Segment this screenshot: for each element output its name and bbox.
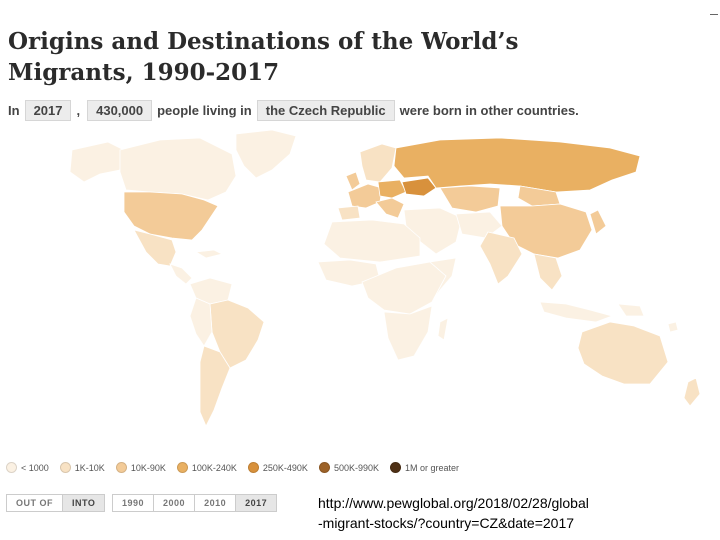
country-kazakhstan[interactable] <box>439 185 501 213</box>
legend-label: 250K-490K <box>262 462 308 473</box>
legend-item: < 1000 <box>6 462 49 473</box>
country-madagascar[interactable] <box>437 317 449 341</box>
country-korea-japan[interactable] <box>589 209 607 235</box>
source-url: http://www.pewglobal.org/2018/02/28/glob… <box>318 493 718 533</box>
year-2000-button[interactable]: 2000 <box>153 494 196 512</box>
country-southeast-asia[interactable] <box>533 253 563 291</box>
legend-label: 1K-10K <box>74 462 105 473</box>
country-papua[interactable] <box>617 303 645 317</box>
legend-label: 10K-90K <box>130 462 166 473</box>
migrant-count-badge: 430,000 <box>87 99 153 121</box>
year-1990-button[interactable]: 1990 <box>112 494 155 512</box>
summary-sentence: In 2017 , 430,000 people living in the C… <box>8 97 579 123</box>
legend-item: 100K-240K <box>176 462 237 473</box>
sentence-middle: people living in <box>157 102 252 118</box>
country-russia[interactable] <box>393 137 641 193</box>
legend-swatch <box>176 462 188 473</box>
country-canada[interactable] <box>119 137 237 201</box>
year-dropdown[interactable]: 2017 <box>24 99 72 121</box>
legend-swatch <box>59 462 71 473</box>
country-pacific-islands[interactable] <box>667 321 679 333</box>
country-iran-afghanistan[interactable] <box>455 211 503 239</box>
legend-swatch <box>115 462 127 473</box>
country-ukraine[interactable] <box>401 177 437 197</box>
source-url-line-1: http://www.pewglobal.org/2018/02/28/glob… <box>318 495 589 511</box>
country-east-africa[interactable] <box>429 257 457 303</box>
country-uk[interactable] <box>345 171 361 191</box>
legend-swatch <box>389 462 401 473</box>
country-germany-poland[interactable] <box>377 179 407 199</box>
source-url-line-2: -migrant-stocks/?country=CZ&date=2017 <box>318 515 575 531</box>
country-iberia[interactable] <box>337 205 361 221</box>
map-legend: < 1000 1K-10K 10K-90K 100K-240K 250K-490K 500… <box>6 462 470 473</box>
legend-item: 500K-990K <box>318 462 379 473</box>
legend-label: < 1000 <box>21 462 49 473</box>
country-southern-africa[interactable] <box>383 305 433 361</box>
direction-toggle: OUT OF INTO <box>6 494 106 512</box>
country-dropdown[interactable]: the Czech Republic <box>256 99 395 121</box>
window-corner-mark <box>710 14 718 15</box>
country-scandinavia[interactable] <box>359 143 397 183</box>
legend-swatch <box>6 462 17 473</box>
country-north-africa[interactable] <box>323 219 421 263</box>
legend-label: 100K-240K <box>191 462 237 473</box>
legend-item: 1M or greater <box>389 462 460 473</box>
legend-label: 500K-990K <box>333 462 379 473</box>
sentence-prefix: In <box>8 102 20 118</box>
legend-item: 250K-490K <box>247 462 308 473</box>
country-brazil[interactable] <box>209 299 265 369</box>
legend-swatch <box>318 462 330 473</box>
country-india[interactable] <box>479 231 523 285</box>
country-mexico[interactable] <box>133 229 177 267</box>
page-title: Origins and Destinations of the World’s … <box>8 28 519 86</box>
country-indonesia[interactable] <box>539 301 614 323</box>
country-argentina-chile[interactable] <box>199 345 231 427</box>
year-toggle: 1990 2000 2010 2017 <box>112 494 278 512</box>
year-2010-button[interactable]: 2010 <box>194 494 237 512</box>
country-usa[interactable] <box>123 191 219 241</box>
world-map[interactable] <box>0 126 720 456</box>
country-greenland[interactable] <box>235 129 297 179</box>
legend-label: 1M or greater <box>404 462 460 473</box>
country-australia[interactable] <box>577 321 669 385</box>
country-caribbean[interactable] <box>194 249 224 259</box>
sentence-comma: , <box>76 102 81 118</box>
country-italy-balkans[interactable] <box>375 197 405 219</box>
country-alaska[interactable] <box>69 141 125 183</box>
direction-into-button[interactable]: INTO <box>62 494 106 512</box>
country-new-zealand[interactable] <box>683 377 701 407</box>
sentence-suffix: were born in other countries. <box>399 102 579 118</box>
legend-item: 10K-90K <box>115 462 166 473</box>
year-2017-button[interactable]: 2017 <box>235 494 278 512</box>
legend-item: 1K-10K <box>59 462 105 473</box>
country-central-america[interactable] <box>169 263 193 285</box>
direction-out-of-button[interactable]: OUT OF <box>6 494 63 512</box>
legend-swatch <box>247 462 259 473</box>
